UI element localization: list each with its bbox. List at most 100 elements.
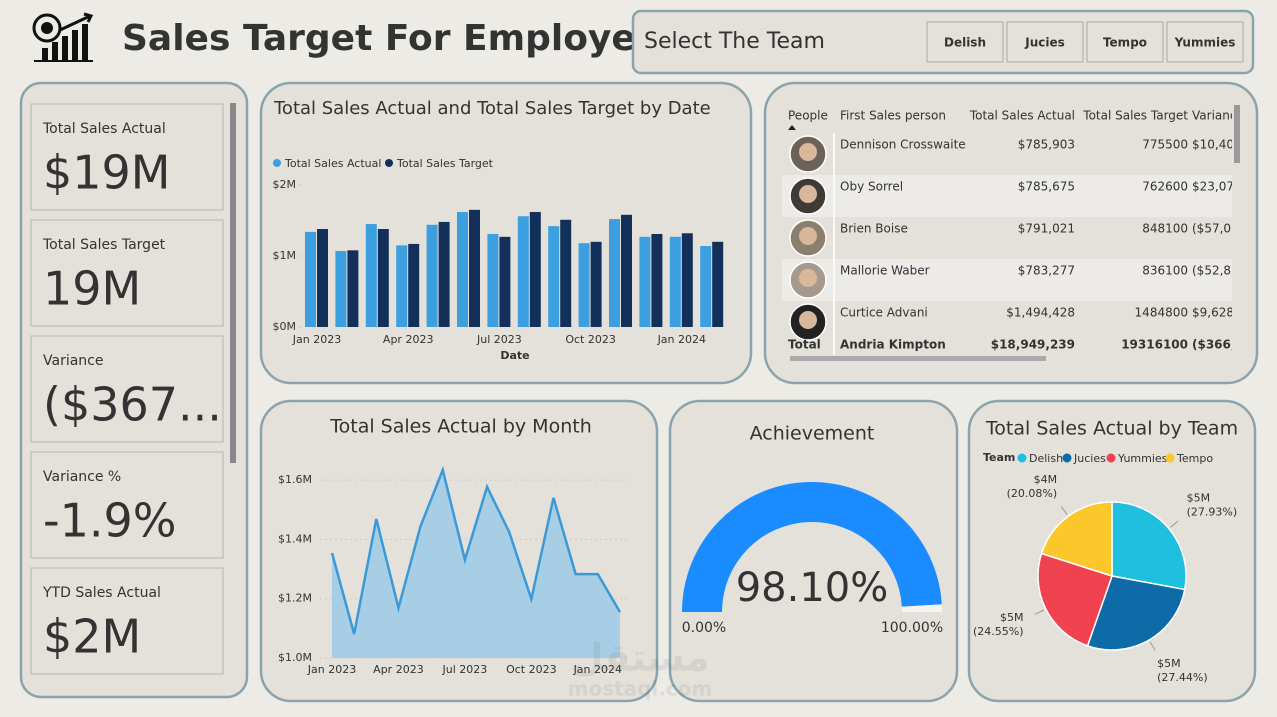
data-label: (27.93%) xyxy=(1187,506,1238,519)
table-cell: $9,628 xyxy=(1192,306,1234,320)
gauge-track xyxy=(901,604,942,612)
y-tick-label: $1.6M xyxy=(278,473,312,486)
gauge-value-label: 98.10% xyxy=(736,565,889,611)
pie-slice xyxy=(1040,501,1113,578)
kpi-card xyxy=(30,567,224,675)
avatar-face xyxy=(799,269,817,287)
bar xyxy=(609,219,620,327)
x-tick-label: Oct 2023 xyxy=(565,333,616,346)
leader-line xyxy=(1170,520,1179,528)
legend-label: Total Sales Target xyxy=(396,157,494,170)
x-tick-label: Jan 2024 xyxy=(657,333,706,346)
table-cell: Mallorie Waber xyxy=(840,264,930,278)
legend-marker xyxy=(1106,453,1116,463)
bar xyxy=(712,241,724,327)
slicer-option[interactable]: Delish xyxy=(944,36,986,50)
kpi-label: Variance xyxy=(43,353,103,369)
bar xyxy=(517,216,529,327)
bar xyxy=(347,250,359,327)
y-tick-label: $1M xyxy=(273,249,297,262)
leader-line xyxy=(1060,506,1068,515)
leader-line xyxy=(1149,641,1156,651)
bar xyxy=(651,233,663,327)
scrollbar xyxy=(790,356,1046,361)
y-tick-label: $0M xyxy=(273,320,297,333)
y-tick-label: $1.4M xyxy=(278,532,312,545)
slicer-button[interactable] xyxy=(926,21,1004,63)
watermark: mostaql.com xyxy=(568,677,713,701)
pie-slice xyxy=(1086,575,1186,651)
gauge-max-label: 100.00% xyxy=(881,620,943,636)
chart-title: Achievement xyxy=(750,423,875,445)
data-label: (27.44%) xyxy=(1157,671,1208,684)
bar xyxy=(426,224,438,327)
legend-marker xyxy=(385,159,393,167)
table-row xyxy=(782,259,1232,301)
legend-label: Jucies xyxy=(1073,452,1106,465)
bar xyxy=(335,251,347,327)
slicer-button[interactable] xyxy=(1006,21,1084,63)
table-cell: 1484800 xyxy=(1135,306,1188,320)
x-tick-label: Jan 2024 xyxy=(573,663,622,676)
slicer-button[interactable] xyxy=(1086,21,1164,63)
table-cell: $791,021 xyxy=(1018,222,1075,236)
y-tick-label: $1.2M xyxy=(278,592,312,605)
bar xyxy=(681,233,693,327)
column-header: First Sales person xyxy=(840,109,946,123)
leader-line xyxy=(1034,609,1045,615)
legend-marker xyxy=(273,159,281,167)
text-line: Total Sales Actual and Total Sales Targe… xyxy=(273,98,711,119)
slicer-button[interactable] xyxy=(1166,21,1244,63)
bar xyxy=(438,221,450,327)
table-cell: $1,494,428 xyxy=(1006,306,1075,320)
bar xyxy=(578,243,590,327)
table-cell: ($57,079) xyxy=(1192,222,1251,236)
table-cell: $785,675 xyxy=(1018,180,1075,194)
total-cell: Total xyxy=(788,338,821,352)
table-cell: 762600 xyxy=(1142,180,1188,194)
kpi-value: ($367... xyxy=(43,378,222,432)
slicer-option[interactable]: Yummies xyxy=(1174,36,1236,50)
avatar-face xyxy=(799,311,817,329)
kpi-value: $2M xyxy=(43,610,141,664)
chart-title: Total Sales Actual by Month xyxy=(329,416,591,438)
x-tick-label: Jul 2023 xyxy=(476,333,522,346)
y-tick-label: $1.0M xyxy=(278,651,312,664)
line xyxy=(330,465,622,635)
legend-label: Delish xyxy=(1029,452,1063,465)
table-cell: $23,075 xyxy=(1192,180,1242,194)
kpi-label: Total Sales Target xyxy=(42,237,166,253)
slicer-option[interactable]: Jucies xyxy=(1024,36,1065,50)
y-tick-label: $2M xyxy=(273,178,297,191)
x-tick-label: Jan 2023 xyxy=(292,333,341,346)
legend-label: Tempo xyxy=(1176,452,1213,465)
table-cell: 836100 xyxy=(1142,264,1188,278)
bar xyxy=(529,211,541,327)
bar xyxy=(560,219,572,327)
amount-label: $5M xyxy=(1157,657,1181,670)
bar xyxy=(365,224,377,327)
bar xyxy=(700,246,712,327)
pie-slice xyxy=(1037,552,1113,647)
avatar-face xyxy=(799,227,817,245)
total-cell: ($366,861) xyxy=(1192,338,1266,352)
bar xyxy=(548,226,560,327)
total-cell: 19316100 xyxy=(1121,338,1188,352)
slicer-option[interactable]: Tempo xyxy=(1103,36,1147,50)
column-header: Total Sales Target xyxy=(1082,109,1188,123)
total-cell: Andria Kimpton xyxy=(840,338,946,352)
table-cell: 848100 xyxy=(1142,222,1188,236)
pie-slice xyxy=(1111,501,1187,591)
table-row xyxy=(782,301,1232,343)
bar xyxy=(487,233,499,327)
table-row xyxy=(782,175,1232,217)
table: People First Sales person Total Sales Actu… xyxy=(782,109,1266,355)
bar xyxy=(305,231,316,327)
page-title: Sales Target For Employees xyxy=(122,18,682,59)
legend-marker xyxy=(1062,453,1072,463)
area-fill xyxy=(332,470,620,658)
scrollbar xyxy=(230,103,236,463)
x-tick-label: Jan 2023 xyxy=(307,663,356,676)
table-row xyxy=(782,217,1232,259)
bar xyxy=(639,236,651,327)
